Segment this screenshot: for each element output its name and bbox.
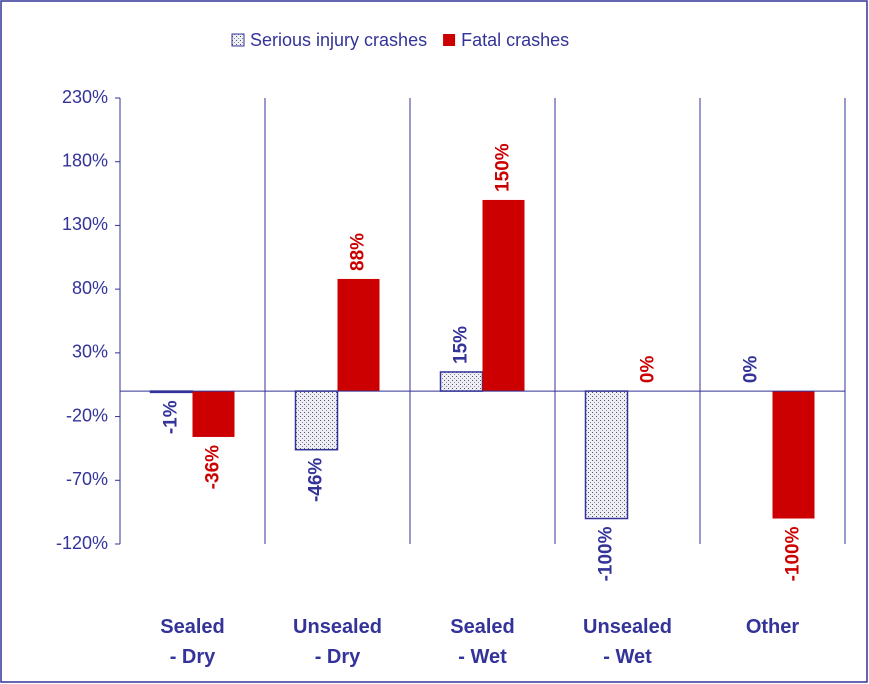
legend-label: Serious injury crashes	[250, 30, 427, 50]
y-tick-label: -70%	[66, 469, 108, 489]
data-label: 0%	[638, 356, 659, 384]
x-tick-label: Other	[745, 616, 800, 638]
legend-label: Fatal crashes	[461, 30, 569, 50]
bar	[482, 199, 525, 392]
x-tick-label: Sealed - Dry	[160, 616, 225, 668]
bar	[192, 391, 235, 437]
data-label: 15%	[451, 326, 472, 364]
data-label: -1%	[161, 400, 182, 434]
y-tick-label: -120%	[56, 533, 108, 553]
x-tick-label: Sealed - Wet	[450, 616, 515, 668]
x-tick-label: Unsealed - Wet	[583, 616, 672, 668]
legend-swatch	[231, 33, 245, 47]
data-label: 88%	[348, 233, 369, 271]
bar	[337, 278, 380, 392]
data-label: 150%	[493, 143, 514, 192]
data-label: 0%	[741, 356, 762, 384]
y-tick-label: -20%	[66, 405, 108, 425]
bar	[772, 391, 815, 519]
y-tick-label: 180%	[62, 150, 108, 170]
data-label: -36%	[203, 445, 224, 489]
y-tick-label: 30%	[72, 342, 108, 362]
y-tick-label: 130%	[62, 214, 108, 234]
bar	[439, 371, 484, 392]
y-tick-label: 230%	[62, 87, 108, 107]
legend-swatch	[443, 34, 456, 46]
y-tick-label: 80%	[72, 278, 108, 298]
data-label: -100%	[783, 526, 804, 581]
bar	[584, 390, 629, 520]
data-label: -100%	[596, 526, 617, 581]
bar	[294, 390, 339, 451]
x-tick-label: Unsealed - Dry	[293, 616, 382, 668]
data-label: -46%	[306, 458, 327, 502]
